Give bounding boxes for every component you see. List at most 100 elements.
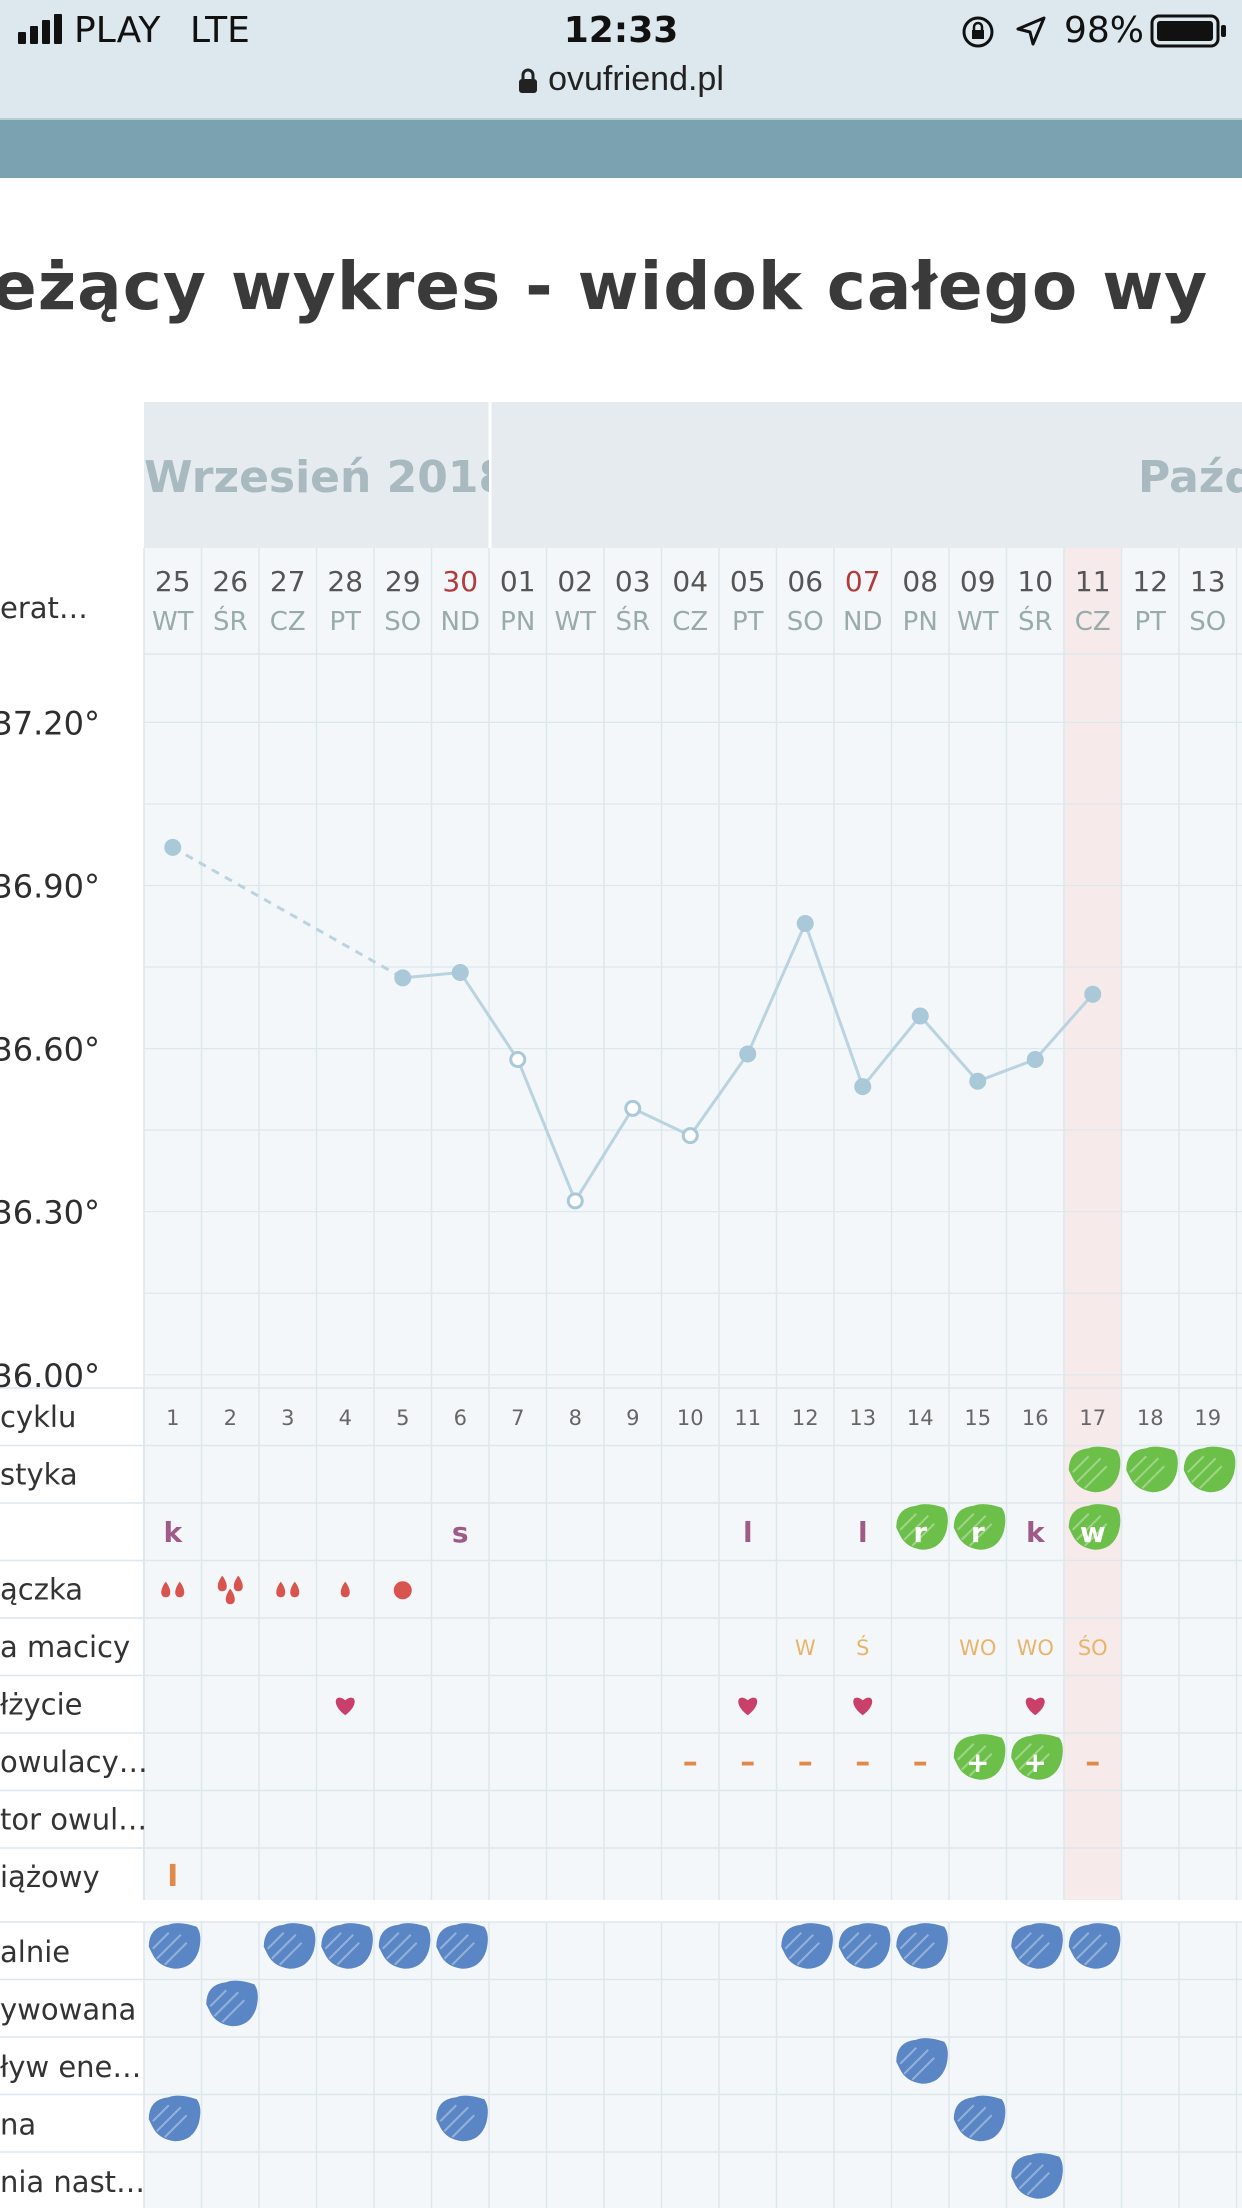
bleeding-drop [233,1575,243,1592]
status-bar-divider [0,118,1242,120]
clock: 12:33 [563,10,679,51]
bleeding-drop [276,1581,286,1598]
date-day-label: 29 [385,565,421,598]
temperature-point [566,1192,584,1210]
mood-mark-texture [1014,2162,1050,2196]
mood-mark [206,1980,258,2027]
mood-mark [148,1923,201,1969]
mood-mark-texture [267,1932,303,1966]
mucus-label: w [1080,1516,1106,1549]
mood-mark-texture [152,1932,188,1966]
date-day-label: 08 [902,565,938,598]
row-label: cyklu [0,1400,76,1434]
status-bar: PLAY LTE 12:33 98% ovufriend.pl [0,0,1242,118]
heart-icon [738,1697,758,1716]
mood-mark-texture [957,2104,993,2138]
diagnostic-mark-texture [1129,1455,1165,1489]
cycle-day-number: 5 [396,1406,409,1430]
temperature-point [796,915,814,933]
date-weekday-label: PT [1134,607,1166,637]
diagnostic-mark [1068,1446,1121,1493]
mucus-label: k [163,1516,183,1549]
mood-mark-texture [899,1932,935,1966]
mucus-highlight-texture [899,1513,935,1547]
temperature-line-segment [689,1053,749,1137]
signal-strength-icon [18,14,62,44]
y-axis-label: erat… [0,591,88,625]
mood-mark [896,2038,948,2084]
mucus-highlight-texture [1072,1513,1108,1547]
cycle-day-number: 16 [1022,1406,1049,1430]
rows-background [144,1388,1242,1906]
date-day-label: 27 [270,565,306,598]
ovulation-test-result: – [855,1745,870,1780]
date-day-label: 04 [672,565,708,598]
date-weekday-label: WT [957,607,999,637]
date-weekday-label: CZ [1075,607,1111,637]
heart-icon [1025,1697,1045,1716]
y-tick-label: 36.00° [0,1357,100,1395]
mood-row-label: ywowana [0,1993,136,2027]
temperature-point [624,1099,642,1117]
temperature-point [969,1072,987,1090]
diagnostic-mark [1126,1446,1178,1493]
date-day-label: 01 [500,565,536,598]
date-weekday-label: ŚR [615,605,650,637]
mood-mark-texture [842,1932,878,1966]
date-weekday-label: PT [732,607,764,637]
temperature-point [854,1078,872,1096]
mood-row-label: na [0,2108,36,2142]
temperature-point [394,969,412,987]
mood-row-label: alnie [0,1935,70,1969]
mood-mark-texture [382,1932,418,1966]
date-weekday-label: WT [554,607,596,637]
date-weekday-label: PN [500,607,535,637]
date-day-label: 30 [442,565,478,598]
mood-mark-texture [899,2047,935,2081]
date-weekday-label: PN [903,607,938,637]
mood-mark [896,1923,948,1969]
ovulation-test-result: – [1085,1745,1100,1780]
row-label: ączka [0,1573,83,1607]
mood-row-label: ływ ene… [0,2050,141,2084]
temperature-point [1084,985,1102,1003]
date-weekday-label: ND [843,607,882,637]
mucus-label: r [913,1516,927,1549]
y-tick-label: 36.90° [0,867,100,905]
url-text: ovufriend.pl [548,60,724,98]
date-weekday-label: SO [384,607,421,637]
date-weekday-label: SO [787,607,824,637]
cycle-day-number: 6 [454,1406,467,1430]
cervix-label: WO [959,1636,996,1660]
month-header-bg [144,402,1242,548]
heart-icon [335,1697,355,1716]
date-day-label: 26 [212,565,248,598]
mood-mark-texture [784,1932,820,1966]
mood-gap [0,1900,1242,1922]
mucus-highlight [896,1504,948,1550]
mood-mark-texture [439,2104,475,2138]
mood-mark-texture [1014,1932,1050,1966]
mood-rows-background [144,1922,1242,2208]
battery-icon [1150,14,1226,48]
ovulation-test-positive [1011,1734,1063,1780]
temperature-point [509,1050,527,1068]
cycle-day-number: 18 [1137,1406,1164,1430]
mood-mark [838,1923,891,1969]
mood-mark [1011,2153,1063,2199]
temperature-line-segment [632,1107,691,1137]
mood-mark [953,2095,1006,2142]
spotting-dot [393,1581,412,1600]
address-bar[interactable]: ovufriend.pl [0,60,1242,99]
cervix-label: WO [1017,1636,1054,1660]
date-day-label: 25 [155,565,191,598]
temperature-point [911,1007,929,1025]
mucus-label: r [971,1516,985,1549]
date-weekday-label: PT [329,607,361,637]
mood-mark-texture [324,1932,360,1966]
date-day-label: 13 [1190,565,1226,598]
row-label: tor owul… [0,1803,147,1837]
ovulation-test-result: + [966,1746,989,1779]
cycle-day-number: 14 [907,1406,934,1430]
bleeding-drop [175,1581,185,1598]
